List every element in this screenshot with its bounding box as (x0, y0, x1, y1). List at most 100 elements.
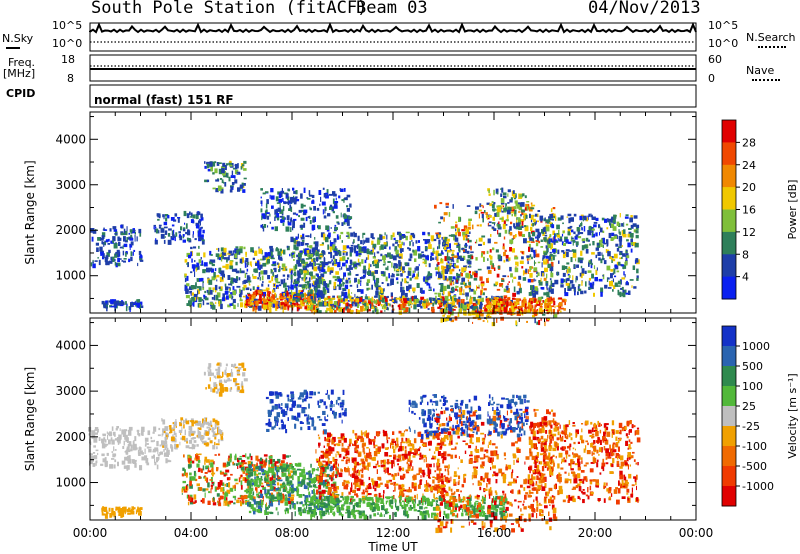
power-pixel (460, 257, 464, 261)
power-pixel (314, 280, 318, 283)
power-pixel (455, 228, 457, 232)
power-pixel (384, 232, 386, 236)
velocity-pixel (207, 437, 211, 440)
power-pixel (336, 304, 339, 309)
velocity-pixel (141, 452, 144, 455)
power-pixel (614, 264, 618, 268)
power-pixel (312, 247, 316, 253)
power-pixel (274, 267, 277, 273)
power-pixel (91, 236, 94, 242)
velocity-pixel (217, 366, 221, 372)
power-pixel (600, 243, 603, 247)
velocity-pixel (220, 376, 223, 378)
power-pixel (98, 259, 101, 266)
power-pixel (106, 252, 110, 257)
power-pixel (349, 280, 351, 284)
power-pixel (491, 222, 496, 224)
power-pixel (512, 297, 515, 300)
power-pixel (284, 201, 289, 204)
power-pixel (346, 231, 350, 235)
velocity-pixel (156, 464, 159, 470)
power-pixel (515, 234, 517, 238)
power-pixel (387, 307, 389, 311)
power-pixel (480, 283, 485, 287)
power-pixel (535, 279, 537, 282)
power-pixel (340, 299, 343, 302)
power-pixel (438, 221, 441, 224)
power-pixel (241, 257, 244, 263)
power-pixel (244, 263, 247, 268)
power-pixel (341, 222, 344, 226)
power-pixel (252, 250, 254, 253)
power-pixel (627, 242, 631, 248)
power-pixel (470, 288, 474, 292)
power-pixel (108, 249, 111, 254)
power-pixel (476, 286, 480, 289)
power-pixel (492, 208, 496, 211)
power-pixel (331, 306, 333, 310)
power-pixel (625, 292, 629, 295)
velocity-pixel (217, 362, 221, 365)
power-pixel (173, 229, 175, 235)
power-pixel (535, 242, 539, 247)
power-pixel (457, 232, 461, 237)
power-pixel (585, 237, 589, 242)
power-pixel (367, 254, 370, 260)
power-pixel (344, 197, 348, 201)
power-pixel (329, 204, 333, 208)
power-pixel (275, 278, 279, 283)
power-pixel (304, 306, 308, 310)
power-pixel (428, 263, 431, 268)
power-pixel (366, 279, 371, 283)
power-pixel (521, 299, 524, 303)
power-pixel (459, 287, 461, 292)
power-pixel (203, 262, 208, 267)
velocity-pixel (264, 510, 267, 516)
velocity-pixel (100, 438, 105, 441)
power-pixel (123, 228, 126, 235)
power-pixel (551, 282, 555, 287)
power-pixel (192, 301, 195, 307)
power-pixel (235, 246, 239, 249)
power-pixel (314, 247, 318, 251)
power-pixel (587, 239, 590, 242)
velocity-pixel (146, 443, 149, 445)
power-pixel (294, 264, 298, 270)
power-pixel (574, 291, 576, 296)
power-pixel (493, 202, 496, 205)
power-pixel (256, 293, 260, 296)
power-pixel (109, 228, 112, 232)
power-pixel (392, 300, 395, 302)
power-pixel (600, 287, 604, 293)
power-pixel (185, 288, 189, 294)
power-pixel (607, 218, 609, 222)
power-pixel (262, 292, 264, 296)
power-pixel (366, 287, 369, 291)
velocity-pixel (214, 427, 216, 431)
power-pixel (444, 308, 448, 314)
velocity-pixel (191, 460, 195, 464)
velocity-pixel (197, 434, 202, 439)
power-pixel (155, 228, 159, 234)
power-pixel (559, 236, 563, 241)
velocity-pixel (287, 481, 290, 485)
velocity-pixel (213, 382, 217, 387)
power-pixel (114, 233, 118, 235)
power-pixel (466, 250, 470, 254)
power-pixel (391, 296, 393, 302)
power-pixel (464, 235, 467, 238)
power-pixel (139, 305, 144, 308)
power-pixel (247, 261, 249, 266)
power-pixel (560, 215, 564, 220)
power-pixel (439, 274, 443, 279)
power-pixel (447, 301, 449, 308)
power-pixel (474, 306, 479, 309)
velocity-pixel (280, 485, 284, 489)
power-pixel (316, 279, 321, 285)
power-pixel (524, 226, 529, 232)
power-pixel (355, 262, 360, 266)
power-pixel (296, 301, 299, 305)
power-pixel (613, 235, 618, 239)
power-pixel (203, 294, 206, 298)
power-pixel (501, 204, 503, 209)
